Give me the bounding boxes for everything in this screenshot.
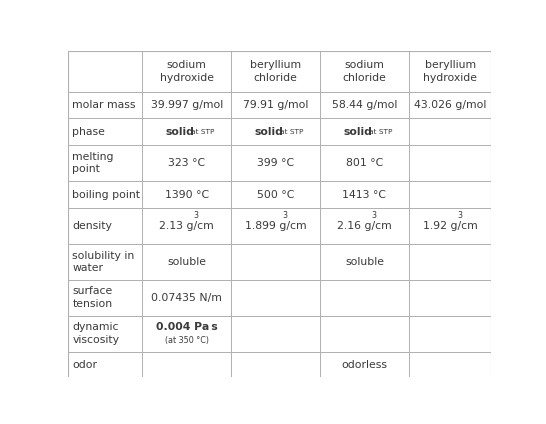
Text: 39.997 g/mol: 39.997 g/mol: [151, 100, 223, 110]
Text: solid: solid: [255, 127, 284, 137]
Text: 2.13 g/cm: 2.13 g/cm: [159, 221, 214, 231]
Text: soluble: soluble: [167, 257, 206, 267]
Text: 43.026 g/mol: 43.026 g/mol: [414, 100, 486, 110]
Text: phase: phase: [73, 127, 105, 137]
Text: solubility in
water: solubility in water: [73, 251, 135, 273]
Text: 2.16 g/cm: 2.16 g/cm: [337, 221, 392, 231]
Text: (at 350 °C): (at 350 °C): [165, 336, 209, 345]
Text: 0.07435 N/m: 0.07435 N/m: [151, 293, 222, 303]
Text: solid: solid: [343, 127, 372, 137]
Text: 79.91 g/mol: 79.91 g/mol: [243, 100, 308, 110]
Text: 399 °C: 399 °C: [257, 158, 294, 168]
Text: melting
point: melting point: [73, 152, 114, 174]
Text: 3: 3: [457, 211, 462, 220]
Text: sodium
hydroxide: sodium hydroxide: [160, 60, 213, 83]
Text: 58.44 g/mol: 58.44 g/mol: [332, 100, 397, 110]
Text: 3: 3: [194, 211, 199, 220]
Text: density: density: [73, 221, 112, 231]
Text: beryllium
hydroxide: beryllium hydroxide: [423, 60, 477, 83]
Text: at STP: at STP: [369, 129, 392, 135]
Text: 801 °C: 801 °C: [346, 158, 383, 168]
Text: at STP: at STP: [280, 129, 304, 135]
Text: 1.92 g/cm: 1.92 g/cm: [423, 221, 478, 231]
Text: at STP: at STP: [191, 129, 215, 135]
Text: soluble: soluble: [345, 257, 384, 267]
Text: 323 °C: 323 °C: [168, 158, 205, 168]
Text: dynamic
viscosity: dynamic viscosity: [73, 322, 120, 345]
Text: 3: 3: [371, 211, 376, 220]
Text: odorless: odorless: [341, 360, 388, 370]
Text: 1413 °C: 1413 °C: [342, 190, 387, 200]
Text: molar mass: molar mass: [73, 100, 136, 110]
Text: 3: 3: [282, 211, 288, 220]
Text: solid: solid: [166, 127, 195, 137]
Text: 0.004 Pa s: 0.004 Pa s: [156, 322, 218, 332]
Text: surface
tension: surface tension: [73, 287, 112, 309]
Text: 500 °C: 500 °C: [257, 190, 294, 200]
Text: beryllium
chloride: beryllium chloride: [250, 60, 301, 83]
Text: 1390 °C: 1390 °C: [165, 190, 209, 200]
Text: sodium
chloride: sodium chloride: [342, 60, 387, 83]
Text: odor: odor: [73, 360, 98, 370]
Text: 1.899 g/cm: 1.899 g/cm: [245, 221, 306, 231]
Text: boiling point: boiling point: [73, 190, 140, 200]
